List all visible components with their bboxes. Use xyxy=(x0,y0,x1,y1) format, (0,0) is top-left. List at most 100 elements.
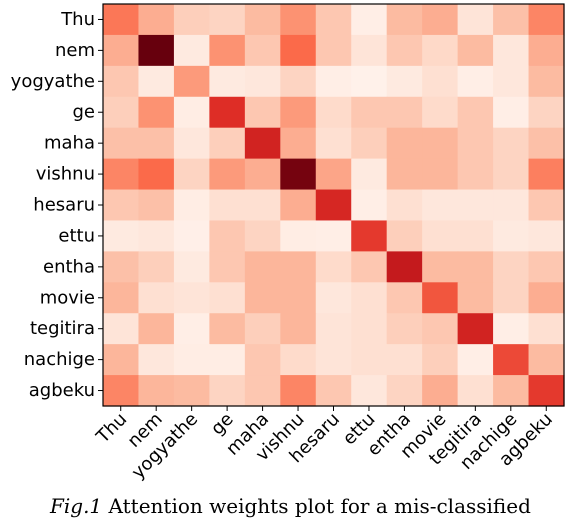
y-tick-label: agbeku xyxy=(29,380,95,401)
heatmap-cell xyxy=(280,96,317,129)
heatmap-cell xyxy=(315,65,352,98)
heatmap-cell xyxy=(528,65,565,98)
heatmap-cell xyxy=(103,282,140,314)
heatmap-cell xyxy=(138,344,175,376)
heatmap-cell xyxy=(351,158,388,191)
heatmap-cell xyxy=(280,220,317,252)
heatmap-cell xyxy=(173,96,210,129)
heatmap-cell xyxy=(173,34,210,67)
heatmap-cell xyxy=(493,313,530,345)
heatmap-cell xyxy=(422,4,459,36)
heatmap-cell xyxy=(173,127,210,160)
heatmap-cell xyxy=(280,375,317,407)
heatmap-cell xyxy=(528,220,565,252)
heatmap-cell xyxy=(244,251,281,283)
heatmap-cell xyxy=(173,4,210,36)
heatmap-cell xyxy=(422,344,459,376)
heatmap-cell xyxy=(315,34,352,67)
heatmap-cell xyxy=(244,344,281,376)
heatmap-cell xyxy=(138,4,175,36)
heatmap-cell xyxy=(457,65,494,98)
heatmap-cell xyxy=(280,251,317,283)
heatmap-cell xyxy=(209,127,246,160)
heatmap-cell xyxy=(422,127,459,160)
heatmap-cell xyxy=(528,34,565,67)
heatmap-cell xyxy=(173,375,210,407)
y-tick-label: nachige xyxy=(24,349,95,370)
heatmap-cell xyxy=(280,127,317,160)
heatmap-cell xyxy=(351,220,388,252)
heatmap-cell xyxy=(422,65,459,98)
heatmap-cell xyxy=(103,251,140,283)
heatmap-cell xyxy=(244,313,281,345)
heatmap-cell xyxy=(386,127,423,160)
heatmap-cell xyxy=(493,375,530,407)
heatmap-cell xyxy=(528,96,565,129)
heatmap-cell xyxy=(280,313,317,345)
heatmap-cell xyxy=(351,251,388,283)
y-tick-label: yogyathe xyxy=(11,71,95,92)
heatmap-cells xyxy=(103,4,565,407)
heatmap-cell xyxy=(244,96,281,129)
heatmap-cell xyxy=(315,127,352,160)
heatmap-cell xyxy=(351,96,388,129)
heatmap-cell xyxy=(422,282,459,314)
heatmap-cell xyxy=(457,96,494,129)
heatmap-cell xyxy=(493,344,530,376)
figure-caption: Fig.1 Attention weights plot for a mis-c… xyxy=(50,494,572,518)
heatmap-cell xyxy=(457,220,494,252)
y-tick-label: ge xyxy=(73,102,96,123)
heatmap-cell xyxy=(103,34,140,67)
heatmap-cell xyxy=(173,313,210,345)
heatmap-cell xyxy=(138,220,175,252)
heatmap-cell xyxy=(173,158,210,191)
heatmap-cell xyxy=(315,189,352,222)
heatmap-cell xyxy=(138,313,175,345)
y-tick-label: nem xyxy=(55,40,95,61)
heatmap-cell xyxy=(386,96,423,129)
heatmap-cell xyxy=(457,158,494,191)
heatmap-cell xyxy=(386,313,423,345)
heatmap-cell xyxy=(103,4,140,36)
heatmap-cell xyxy=(422,34,459,67)
heatmap-cell xyxy=(244,375,281,407)
heatmap-cell xyxy=(315,96,352,129)
heatmap-cell xyxy=(103,313,140,345)
heatmap-cell xyxy=(386,189,423,222)
heatmap-cell xyxy=(422,189,459,222)
heatmap-cell xyxy=(386,344,423,376)
heatmap-cell xyxy=(209,282,246,314)
heatmap-cell xyxy=(386,4,423,36)
heatmap-cell xyxy=(138,65,175,98)
heatmap-cell xyxy=(528,375,565,407)
caption-text: Attention weights plot for a mis-classif… xyxy=(108,494,531,518)
heatmap-cell xyxy=(315,158,352,191)
heatmap-cell xyxy=(528,251,565,283)
heatmap-cell xyxy=(209,158,246,191)
heatmap-cell xyxy=(209,96,246,129)
heatmap-cell xyxy=(244,4,281,36)
heatmap-cell xyxy=(493,127,530,160)
heatmap-cell xyxy=(528,4,565,36)
heatmap-cell xyxy=(351,313,388,345)
heatmap-cell xyxy=(528,189,565,222)
heatmap-cell xyxy=(209,189,246,222)
heatmap-cell xyxy=(173,220,210,252)
x-tick-label: Thu xyxy=(92,409,131,448)
y-tick-label: Thu xyxy=(60,9,95,30)
heatmap-cell xyxy=(280,189,317,222)
heatmap-cell xyxy=(280,158,317,191)
heatmap-cell xyxy=(244,158,281,191)
heatmap-cell xyxy=(528,344,565,376)
heatmap-cell xyxy=(386,282,423,314)
heatmap-cell xyxy=(422,313,459,345)
heatmap-cell xyxy=(103,127,140,160)
heatmap-cell xyxy=(209,34,246,67)
heatmap-cell xyxy=(138,127,175,160)
heatmap-cell xyxy=(315,375,352,407)
heatmap-cell xyxy=(103,220,140,252)
caption-label: Fig.1 xyxy=(50,494,103,518)
heatmap-cell xyxy=(493,220,530,252)
heatmap-cell xyxy=(280,344,317,376)
y-tick-label: maha xyxy=(44,133,95,154)
